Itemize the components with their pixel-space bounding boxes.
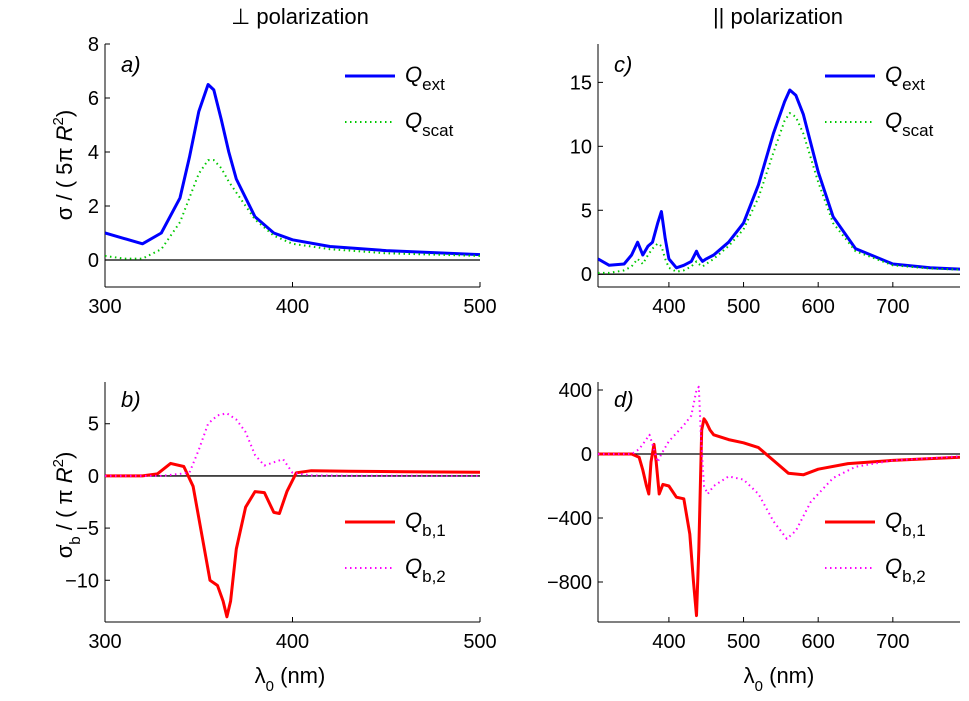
y-tick-label-d-1: −400 xyxy=(547,508,592,530)
series-line-c-1 xyxy=(598,112,960,274)
y-tick-label-d-3: 400 xyxy=(559,380,592,402)
panel-d: −800 −400 0 400 400 500 600 700 d) Qb,1 Qb,2 xyxy=(547,380,960,653)
panel-a: 0 2 4 6 8 300 400 500 a) Qext Qscat xyxy=(88,34,497,318)
y-tick-label-c-1: 5 xyxy=(581,200,592,222)
legend-label-b-0: Qb,1 xyxy=(405,508,446,540)
x-tick-label-a-1: 400 xyxy=(276,296,309,318)
y-tick-label-c-3: 15 xyxy=(570,72,592,94)
y-tick-label-a-3: 6 xyxy=(88,88,99,110)
y-tick-label-d-2: 0 xyxy=(581,444,592,466)
x-axis-label-left: λ0 (nm) xyxy=(255,663,326,695)
series-group-c xyxy=(598,88,960,274)
series-line-b-0 xyxy=(105,461,480,619)
series-line-a-0 xyxy=(105,83,480,257)
series-line-d-0 xyxy=(598,417,960,618)
panel-c: 0 5 10 15 400 500 600 700 c) Qext Qscat xyxy=(570,44,960,318)
x-tick-label-c-1: 500 xyxy=(727,296,760,318)
x-tick-label-a-0: 300 xyxy=(88,296,121,318)
column-title-parallel: || polarization xyxy=(713,4,843,29)
y-tick-label-c-0: 0 xyxy=(581,264,592,286)
x-tick-label-b-0: 300 xyxy=(88,631,121,653)
column-title-perpendicular: ⊥ polarization xyxy=(231,4,369,29)
panel-label-b: b) xyxy=(121,387,141,412)
y-tick-label-b-0: −10 xyxy=(65,570,99,592)
series-group-b xyxy=(105,412,480,619)
x-tick-label-c-0: 400 xyxy=(652,296,685,318)
y-tick-label-a-2: 4 xyxy=(88,142,99,164)
panel-b: −10 −5 0 5 300 400 500 b) Qb,1 Qb,2 xyxy=(65,382,497,653)
x-tick-label-d-3: 700 xyxy=(876,631,909,653)
series-group-d xyxy=(598,385,960,618)
series-group-a xyxy=(105,83,480,260)
x-tick-label-a-2: 500 xyxy=(463,296,496,318)
legend-label-a-0: Qext xyxy=(405,62,445,94)
y-tick-label-d-0: −800 xyxy=(547,572,592,594)
legend-label-c-0: Qext xyxy=(885,62,925,94)
legend-label-a-1: Qscat xyxy=(405,108,454,140)
y-tick-label-b-1: −5 xyxy=(76,518,99,540)
y-tick-label-a-4: 8 xyxy=(88,34,99,56)
y-tick-label-a-1: 2 xyxy=(88,196,99,218)
x-tick-label-c-3: 700 xyxy=(876,296,909,318)
x-tick-label-d-1: 500 xyxy=(727,631,760,653)
legend-label-b-1: Qb,2 xyxy=(405,554,446,586)
x-tick-label-d-0: 400 xyxy=(652,631,685,653)
x-tick-label-c-2: 600 xyxy=(801,296,834,318)
panel-label-c: c) xyxy=(614,52,632,77)
x-tick-label-d-2: 600 xyxy=(801,631,834,653)
x-axis-label-right: λ0 (nm) xyxy=(744,663,815,695)
legend-label-c-1: Qscat xyxy=(885,108,934,140)
series-line-d-1 xyxy=(598,385,960,540)
y-tick-label-c-2: 10 xyxy=(570,136,592,158)
series-line-a-1 xyxy=(105,159,480,260)
x-tick-label-b-2: 500 xyxy=(463,631,496,653)
x-tick-label-b-1: 400 xyxy=(276,631,309,653)
y-tick-label-b-3: 5 xyxy=(88,414,99,436)
series-line-b-1 xyxy=(105,412,480,477)
panel-label-d: d) xyxy=(614,387,634,412)
series-line-c-0 xyxy=(598,88,960,271)
legend-label-d-1: Qb,2 xyxy=(885,554,926,586)
y-axis-label-top: σ / ( 5π R2) xyxy=(50,110,77,220)
y-axis-label-bottom: σb / ( π R2) xyxy=(50,452,84,559)
y-tick-label-a-0: 0 xyxy=(88,250,99,272)
legend-label-d-0: Qb,1 xyxy=(885,508,926,540)
panel-label-a: a) xyxy=(121,52,141,77)
y-tick-label-b-2: 0 xyxy=(88,466,99,488)
